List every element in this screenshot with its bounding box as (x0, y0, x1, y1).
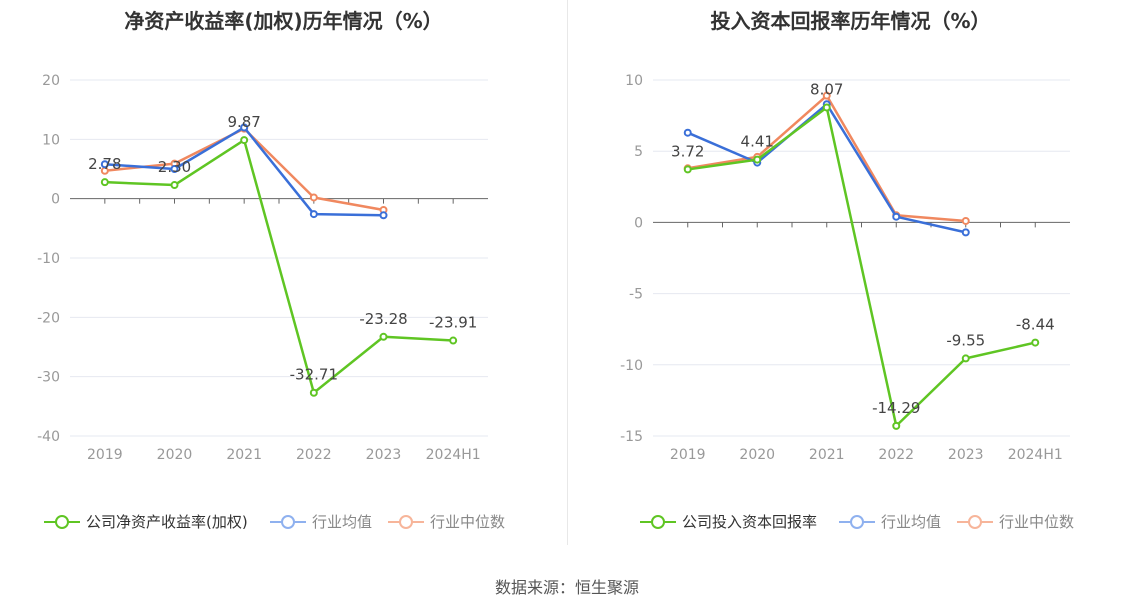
y-tick-label: 20 (42, 73, 60, 89)
data-point-avg (309, 210, 318, 219)
y-tick-label: -10 (37, 251, 60, 267)
x-tick-label: 2019 (670, 447, 706, 463)
data-point-company (309, 388, 318, 397)
x-tick-label: 2022 (878, 447, 914, 463)
data-point-avg (961, 228, 970, 237)
legend-marker-icon (270, 514, 306, 530)
legend-marker-icon (957, 514, 993, 530)
y-tick-label: -30 (37, 370, 60, 386)
data-point-avg (379, 211, 388, 220)
data-label: -8.44 (1016, 316, 1055, 334)
x-tick-label: 2023 (366, 447, 402, 463)
data-point-company (449, 336, 458, 345)
x-tick-label: 2019 (87, 447, 123, 463)
x-tick-label: 2023 (948, 447, 984, 463)
data-point-company (100, 178, 109, 187)
y-tick-label: 10 (42, 132, 60, 148)
y-tick-label: -10 (620, 358, 643, 374)
data-point-company (892, 421, 901, 430)
legend-label: 行业中位数 (999, 513, 1075, 531)
series-line-company (687, 106, 1036, 428)
x-tick-label: 2020 (157, 447, 193, 463)
legend-label: 公司投入资本回报率 (682, 513, 818, 531)
x-tick-label: 2024H1 (1008, 447, 1063, 463)
data-source-note: 数据来源：恒生聚源 (494, 578, 639, 597)
y-tick-label: -15 (620, 429, 643, 445)
data-point-avg (100, 160, 109, 169)
chart-title: 投入资本回报率历年情况（%） (710, 9, 991, 33)
y-tick-label: -40 (37, 429, 60, 445)
data-point-company (822, 103, 831, 112)
roic-chart-panel: 投入资本回报率历年情况（%） 10 5 0 -5 -10 -15 2019 2020 2021 2… (567, 0, 1134, 560)
panel-divider (567, 0, 568, 545)
x-tick-label: 2021 (226, 447, 262, 463)
data-point-median (822, 91, 831, 100)
legend-marker-icon (839, 514, 875, 530)
data-label: 3.72 (671, 142, 704, 160)
data-label: 4.41 (741, 133, 774, 151)
x-tick-label: 2020 (739, 447, 775, 463)
data-point-median (961, 216, 970, 225)
data-point-company (170, 181, 179, 190)
chart-legend: 公司净资产收益率(加权) 行业均值 行业中位数 (0, 508, 567, 536)
data-point-company (379, 332, 388, 341)
data-label: 8.07 (810, 80, 843, 98)
data-point-avg (170, 165, 179, 173)
series-line-median (687, 94, 966, 223)
legend-label: 公司净资产收益率(加权) (86, 513, 248, 531)
legend-label: 行业均值 (881, 513, 942, 531)
data-point-company (961, 354, 970, 363)
data-label: 2.30 (158, 158, 191, 176)
data-label: -14.29 (872, 399, 920, 417)
data-label: -9.55 (946, 331, 985, 349)
roe-chart-plot: 20 10 0 -10 -20 -30 -40 2019 2020 2021 2022 2023 202… (37, 73, 488, 463)
y-tick-label: 0 (634, 215, 643, 231)
data-label: 9.87 (227, 113, 260, 131)
series-line-avg (687, 102, 967, 234)
data-point-avg (892, 212, 901, 221)
y-tick-label: -20 (37, 310, 60, 326)
y-tick-label: 0 (51, 192, 60, 208)
roic-chart-plot: 10 5 0 -5 -10 -15 2019 2020 2021 2022 2023 2024H1 3.… (620, 73, 1070, 463)
legend-label: 行业中位数 (430, 513, 506, 531)
data-point-company (683, 165, 692, 174)
data-point-company (1031, 338, 1040, 347)
data-point-avg (240, 123, 249, 132)
data-point-avg (683, 128, 692, 137)
legend-marker-icon (44, 514, 80, 530)
data-point-company (240, 136, 249, 145)
chart-legend: 公司投入资本回报率 行业均值 行业中位数 (567, 508, 1134, 536)
x-tick-label: 2021 (809, 447, 845, 463)
data-label: -23.28 (359, 310, 407, 328)
x-tick-label: 2022 (296, 447, 332, 463)
data-label: -32.71 (290, 366, 338, 384)
data-label: 2.78 (88, 155, 121, 173)
legend-label: 行业均值 (312, 513, 373, 531)
roe-chart-panel: 净资产收益率(加权)历年情况（%） 20 10 0 -10 -20 -30 -40 2019 2… (0, 0, 567, 560)
data-point-median (309, 193, 318, 202)
legend-marker-icon (640, 514, 676, 530)
data-point-company (753, 155, 762, 164)
legend-marker-icon (388, 514, 424, 530)
chart-title: 净资产收益率(加权)历年情况（%） (124, 9, 443, 33)
x-tick-label: 2024H1 (426, 447, 481, 463)
series-line-company (104, 138, 454, 394)
data-label: -23.91 (429, 314, 477, 332)
y-tick-label: 10 (625, 73, 643, 89)
y-tick-label: -5 (629, 287, 643, 303)
y-tick-label: 5 (634, 144, 643, 160)
